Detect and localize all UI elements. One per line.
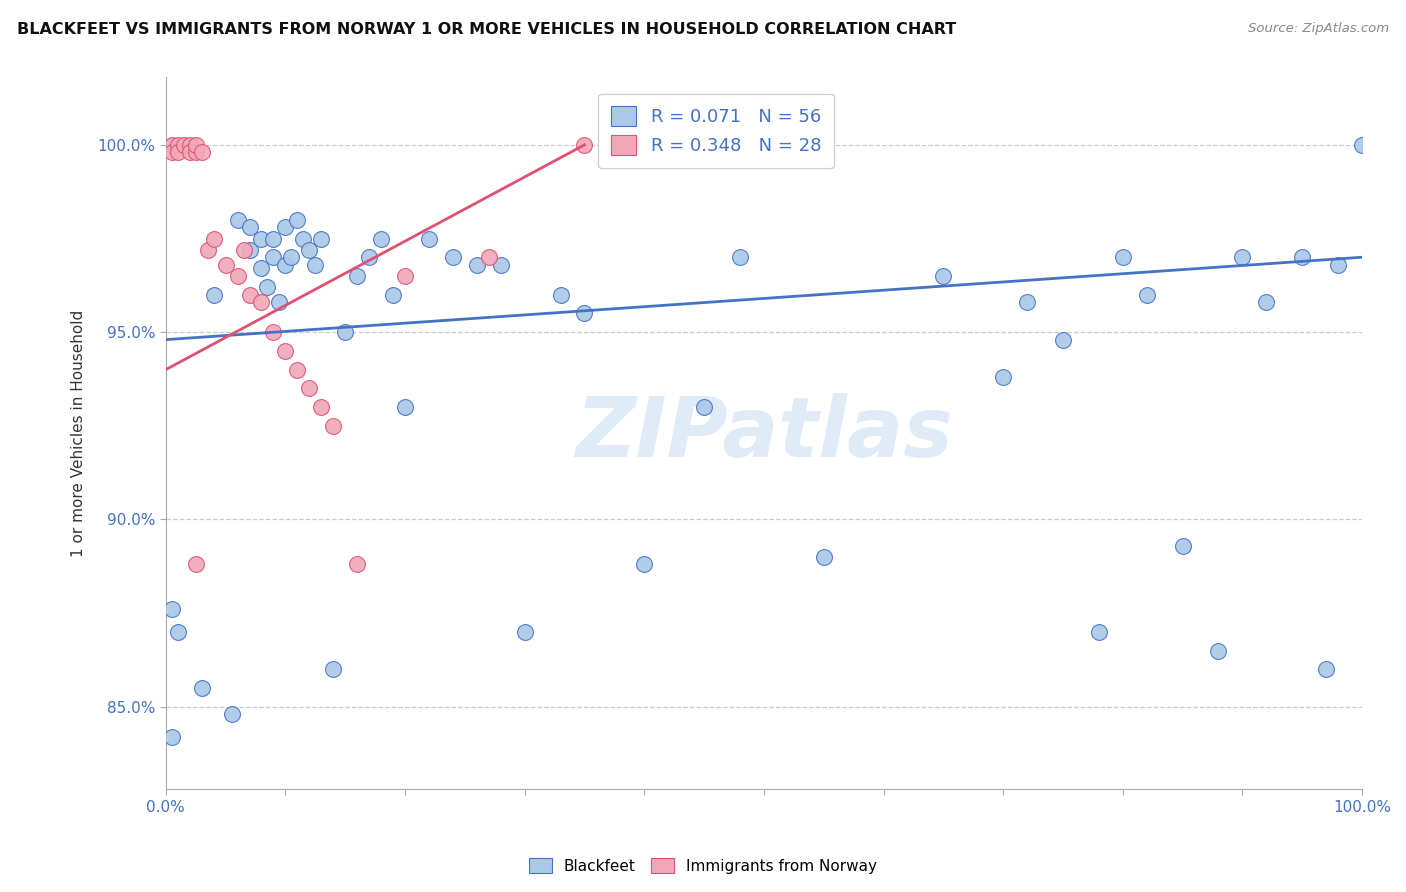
Point [262, 231, 284, 245]
Point [160, 137, 183, 152]
Point [1291, 250, 1313, 264]
Point [1315, 662, 1337, 676]
Point [359, 250, 381, 264]
Point [250, 295, 273, 310]
Point [250, 231, 273, 245]
Point [280, 250, 302, 264]
Point [179, 137, 201, 152]
Point [311, 400, 333, 414]
Point [1052, 333, 1074, 347]
Point [274, 343, 297, 358]
Point [382, 287, 405, 301]
Point [232, 243, 254, 257]
Point [197, 243, 219, 257]
Point [166, 624, 188, 639]
Point [633, 558, 655, 572]
Point [1088, 624, 1111, 639]
Text: Source: ZipAtlas.com: Source: ZipAtlas.com [1249, 22, 1389, 36]
Point [166, 145, 188, 160]
Point [322, 662, 344, 676]
Point [311, 231, 333, 245]
Point [322, 418, 344, 433]
Point [465, 258, 488, 272]
Point [274, 220, 297, 235]
Point [292, 231, 315, 245]
Point [214, 258, 236, 272]
Point [202, 287, 225, 301]
Point [1232, 250, 1254, 264]
Point [550, 287, 572, 301]
Point [179, 145, 201, 160]
Point [991, 370, 1014, 384]
Point [513, 624, 536, 639]
Point [221, 707, 243, 722]
Point [269, 295, 291, 310]
Point [441, 250, 464, 264]
Point [574, 306, 596, 320]
Point [728, 250, 751, 264]
Point [346, 558, 368, 572]
Point [1136, 287, 1159, 301]
Legend: Blackfeet, Immigrants from Norway: Blackfeet, Immigrants from Norway [523, 852, 883, 880]
Point [184, 145, 207, 160]
Point [160, 145, 183, 160]
Point [335, 325, 357, 339]
Point [1171, 539, 1194, 553]
Point [226, 212, 249, 227]
Legend: R = 0.071   N = 56, R = 0.348   N = 28: R = 0.071 N = 56, R = 0.348 N = 28 [599, 94, 834, 168]
Point [932, 268, 955, 283]
Point [418, 231, 440, 245]
Point [489, 258, 512, 272]
Point [184, 558, 207, 572]
Point [298, 243, 321, 257]
Text: BLACKFEET VS IMMIGRANTS FROM NORWAY 1 OR MORE VEHICLES IN HOUSEHOLD CORRELATION : BLACKFEET VS IMMIGRANTS FROM NORWAY 1 OR… [17, 22, 956, 37]
Point [304, 258, 326, 272]
Point [238, 287, 260, 301]
Point [346, 268, 368, 283]
Point [166, 137, 188, 152]
Point [1327, 258, 1350, 272]
Point [238, 220, 260, 235]
Point [1351, 137, 1374, 152]
Point [693, 400, 716, 414]
Point [285, 212, 308, 227]
Y-axis label: 1 or more Vehicles in Household: 1 or more Vehicles in Household [72, 310, 86, 557]
Point [160, 730, 183, 744]
Text: ZIPatlas: ZIPatlas [575, 392, 953, 474]
Point [238, 243, 260, 257]
Point [184, 137, 207, 152]
Point [574, 137, 596, 152]
Point [250, 261, 273, 276]
Point [262, 250, 284, 264]
Point [1256, 295, 1278, 310]
Point [256, 280, 278, 294]
Point [285, 362, 308, 376]
Point [226, 268, 249, 283]
Point [190, 145, 212, 160]
Point [1015, 295, 1038, 310]
Point [298, 381, 321, 395]
Point [274, 258, 297, 272]
Point [160, 602, 183, 616]
Point [173, 137, 195, 152]
Point [370, 231, 392, 245]
Point [190, 681, 212, 695]
Point [262, 325, 284, 339]
Point [478, 250, 501, 264]
Point [394, 268, 416, 283]
Point [813, 549, 835, 564]
Point [1208, 643, 1230, 657]
Point [394, 400, 416, 414]
Point [202, 231, 225, 245]
Point [1112, 250, 1135, 264]
